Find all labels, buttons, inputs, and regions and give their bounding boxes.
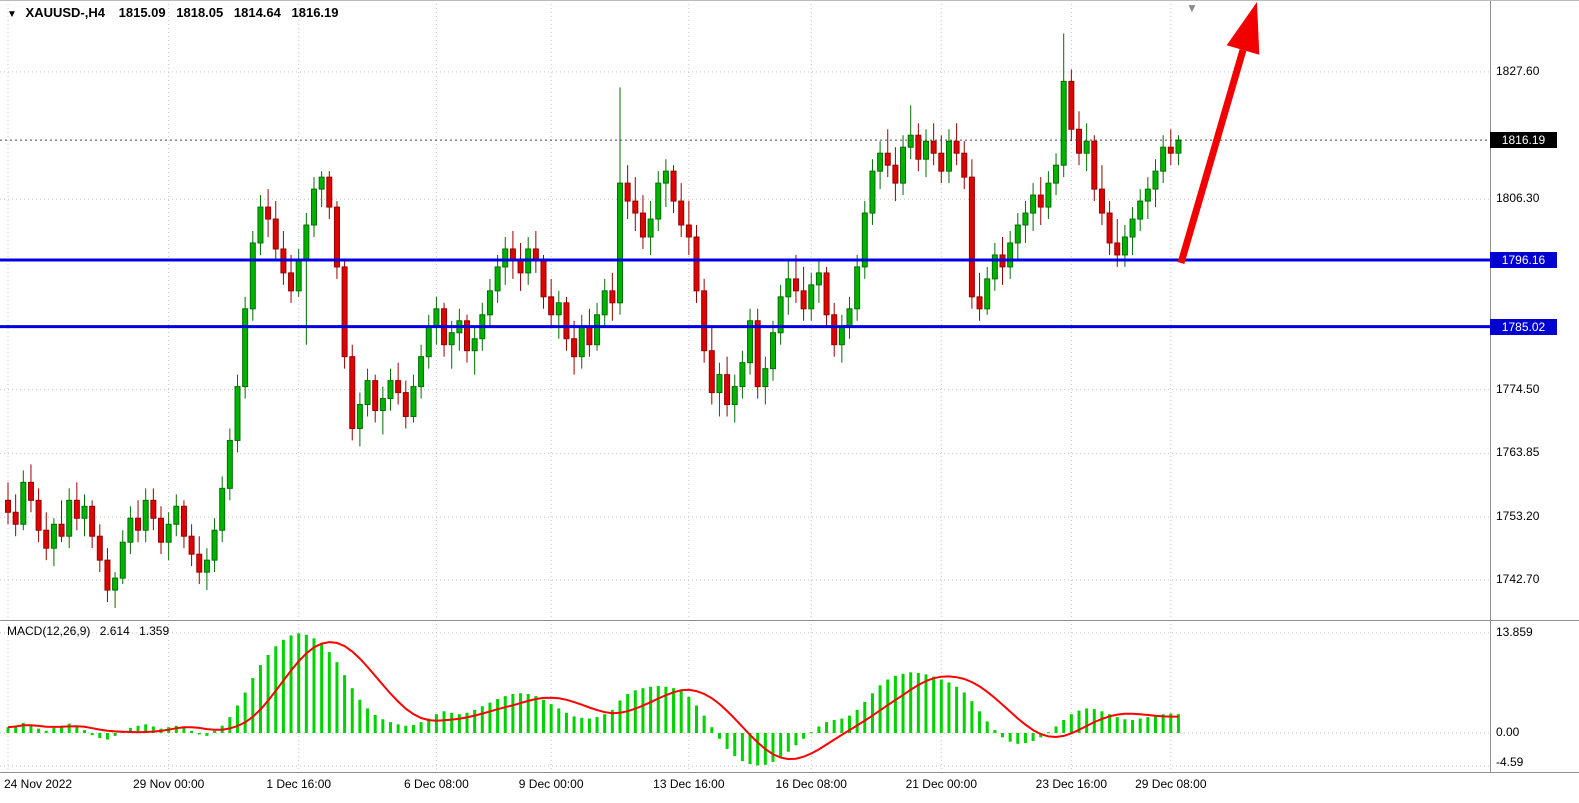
time-axis-label: 29 Dec 08:00 bbox=[1135, 777, 1207, 791]
time-axis-label: 23 Dec 16:00 bbox=[1035, 777, 1108, 791]
price-tick-label: 1742.70 bbox=[1496, 571, 1540, 586]
price-tick-label: 1763.85 bbox=[1496, 445, 1540, 460]
macd-histogram bbox=[6, 633, 1180, 766]
level-price-badge: 1796.16 bbox=[1490, 251, 1557, 268]
ohlc-high-value: 1818.05 bbox=[176, 5, 224, 20]
price-tick-label: 1806.30 bbox=[1496, 191, 1540, 206]
current-price-badge: 1816.19 bbox=[1490, 132, 1557, 149]
macd-signal-line bbox=[7, 641, 1179, 761]
time-axis-label: 6 Dec 08:00 bbox=[404, 777, 469, 791]
symbol-dropdown-icon[interactable]: ▼ bbox=[7, 9, 17, 20]
price-tick-label: 1827.60 bbox=[1496, 63, 1540, 78]
time-axis-label: 24 Nov 2022 bbox=[4, 777, 73, 791]
chart-shift-marker-icon[interactable]: ▼ bbox=[1186, 1, 1198, 15]
time-axis-label: 16 Dec 08:00 bbox=[775, 777, 847, 791]
price-tick-label: 1774.50 bbox=[1496, 381, 1540, 396]
ohlc-low-value: 1814.64 bbox=[233, 5, 281, 20]
chart-header: ▼ XAUUSD-,H4 1815.09 1818.05 1814.64 181… bbox=[7, 5, 346, 20]
symbol-timeframe-label: XAUUSD-,H4 bbox=[25, 5, 105, 20]
time-axis-label: 21 Dec 00:00 bbox=[905, 777, 977, 791]
trend-arrow[interactable] bbox=[1177, 1, 1260, 264]
macd-indicator-name: MACD(12,26,9) bbox=[7, 624, 91, 638]
macd-main-value: 2.614 bbox=[99, 624, 130, 638]
ohlc-open-value: 1815.09 bbox=[118, 5, 166, 20]
time-axis-label: 1 Dec 16:00 bbox=[266, 777, 332, 791]
price-tick-label: 1753.20 bbox=[1496, 509, 1540, 524]
macd-indicator-label: MACD(12,26,9) 2.614 1.359 bbox=[7, 624, 175, 638]
grid-layer bbox=[0, 0, 1490, 772]
level-price-badge: 1785.02 bbox=[1490, 318, 1557, 335]
time-axis-label: 29 Nov 00:00 bbox=[132, 777, 205, 791]
ohlc-close-value: 1816.19 bbox=[291, 5, 339, 20]
macd-tick-label: 13.859 bbox=[1496, 624, 1533, 639]
macd-signal-value: 1.359 bbox=[139, 624, 170, 638]
candles-layer bbox=[5, 33, 1182, 609]
macd-tick-label: -4.59 bbox=[1496, 755, 1524, 769]
macd-tick-label: 0.00 bbox=[1496, 724, 1520, 739]
time-axis-label: 13 Dec 16:00 bbox=[653, 777, 725, 791]
time-axis-label: 9 Dec 00:00 bbox=[518, 777, 584, 791]
